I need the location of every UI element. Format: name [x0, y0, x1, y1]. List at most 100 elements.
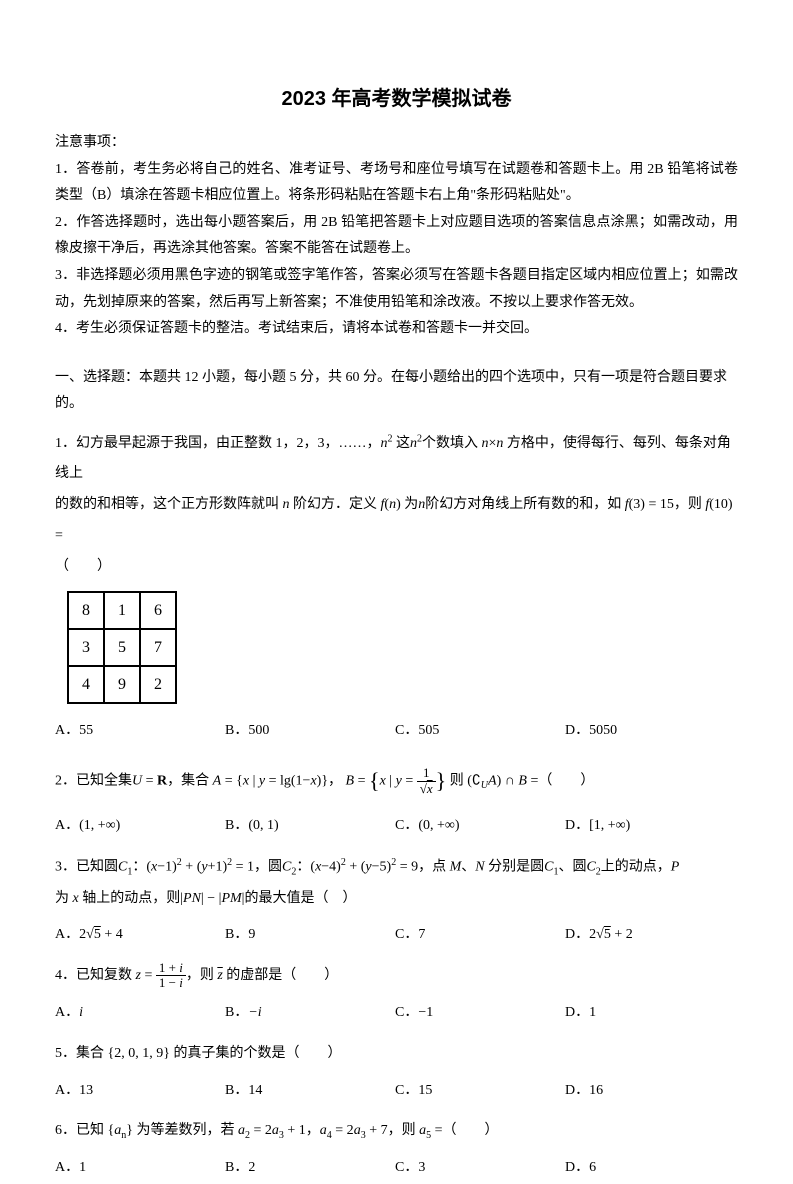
q1-opt-a-val: 55	[79, 723, 93, 738]
q3-opt-b: B．9	[225, 920, 395, 951]
cell: 6	[140, 592, 176, 629]
cell: 1	[104, 592, 140, 629]
notice-2: 2．作答选择题时，选出每小题答案后，用 2B 铅笔把答题卡上对应题目选项的答案信…	[55, 210, 738, 263]
q1-text-g: 为	[401, 497, 419, 512]
q4-text-c: 的虚部是（ ）	[223, 968, 339, 983]
q6-opt-d: D．6	[565, 1153, 735, 1184]
q4-text-a: 4．已知复数	[55, 968, 136, 983]
q5-opt-b: B．14	[225, 1076, 395, 1107]
question-3: 3．已知圆C1：(x−1)2 + (y+1)2 = 1，圆C2：(x−4)2 +…	[55, 852, 738, 951]
q2-text-e: =（ ）	[527, 773, 594, 788]
page-title: 2023 年高考数学模拟试卷	[55, 80, 738, 118]
q4-opt-c-val: −1	[418, 1005, 433, 1020]
q1-paren: （ ）	[55, 552, 738, 583]
question-2: 2．已知全集U = R，集合 A = {x | y = lg(1−x)}， B …	[55, 757, 738, 842]
q5-opt-d: D．16	[565, 1076, 735, 1107]
q2-opt-b-val: (0, 1)	[248, 818, 278, 833]
q5-options: A．13 B．14 C．15 D．16	[55, 1076, 738, 1107]
q4-options: A．i B．−i C．−1 D．1	[55, 998, 738, 1029]
q3-text-i: 上的动点，	[601, 860, 671, 875]
cell: 3	[68, 629, 104, 666]
q6-text-a: 6．已知	[55, 1123, 108, 1138]
q5-opt-a: A．13	[55, 1076, 225, 1107]
q6-opt-c-val: 3	[418, 1160, 425, 1175]
cell: 5	[104, 629, 140, 666]
q2-text-c: ，	[328, 773, 342, 788]
q1-text-b: 这	[393, 436, 411, 451]
q3-opt-d: D．2√5 + 2	[565, 920, 735, 951]
q3-options: A．2√5 + 4 B．9 C．7 D．2√5 + 2	[55, 920, 738, 951]
q6-options: A．1 B．2 C．3 D．6	[55, 1153, 738, 1184]
q5-text: 5．集合 {2, 0, 1, 9} 的真子集的个数是（ ）	[55, 1046, 341, 1061]
notice-4: 4．考生必须保证答题卡的整洁。考试结束后，请将本试卷和答题卡一并交回。	[55, 316, 738, 343]
q1-opt-c: C．505	[395, 716, 565, 747]
q3-text-f: 、	[461, 860, 475, 875]
q3-text-j: 为	[55, 891, 73, 906]
q2-text-b: ，集合	[167, 773, 213, 788]
q3-opt-c-val: 7	[418, 927, 425, 942]
q4-opt-d-val: 1	[589, 1005, 596, 1020]
q1-text-h: 阶幻方对角线上所有数的和，如	[425, 497, 625, 512]
q2-opt-c: C．(0, +∞)	[395, 811, 565, 842]
q2-opt-c-val: (0, +∞)	[418, 818, 459, 833]
q2-opt-b: B．(0, 1)	[225, 811, 395, 842]
q1-text-i: ，则	[674, 497, 706, 512]
q6-text-c: ，	[306, 1123, 320, 1138]
question-6: 6．已知 {an} 为等差数列，若 a2 = 2a3 + 1，a4 = 2a3 …	[55, 1116, 738, 1184]
q3-text-b: ：	[132, 860, 146, 875]
q4-opt-d: D．1	[565, 998, 735, 1029]
q1-opt-d: D．5050	[565, 716, 735, 747]
q3-opt-c: C．7	[395, 920, 565, 951]
q1-opt-a: A．55	[55, 716, 225, 747]
q5-opt-d-val: 16	[589, 1083, 603, 1098]
q6-opt-b: B．2	[225, 1153, 395, 1184]
q1-opt-b: B．500	[225, 716, 395, 747]
q2-text-d: 则	[446, 773, 467, 788]
q6-text-e: =（ ）	[431, 1123, 498, 1138]
q3-text-h: 、圆	[558, 860, 586, 875]
question-5: 5．集合 {2, 0, 1, 9} 的真子集的个数是（ ） A．13 B．14 …	[55, 1039, 738, 1107]
q3-text-l: 的最大值是（ ）	[244, 891, 356, 906]
q1-opt-d-val: 5050	[589, 723, 617, 738]
q5-opt-b-val: 14	[248, 1083, 262, 1098]
q3-opt-a: A．2√5 + 4	[55, 920, 225, 951]
q6-opt-b-val: 2	[248, 1160, 255, 1175]
q3-text-c: ，圆	[254, 860, 282, 875]
q6-opt-a: A．1	[55, 1153, 225, 1184]
q4-text-b: ，则	[186, 968, 218, 983]
q6-opt-a-val: 1	[79, 1160, 86, 1175]
q4-opt-a: A．i	[55, 998, 225, 1029]
question-4: 4．已知复数 z = 1 + i1 − i，则 z 的虚部是（ ） A．i B．…	[55, 961, 738, 1029]
q6-text-b: 为等差数列，若	[133, 1123, 238, 1138]
section-1-header: 一、选择题：本题共 12 小题，每小题 5 分，共 60 分。在每小题给出的四个…	[55, 365, 738, 418]
cell: 7	[140, 629, 176, 666]
q3-text-e: ，点	[418, 860, 450, 875]
notice-1: 1．答卷前，考生务必将自己的姓名、准考证号、考场号和座位号填写在试题卷和答题卡上…	[55, 157, 738, 210]
q4-opt-c: C．−1	[395, 998, 565, 1029]
q6-opt-c: C．3	[395, 1153, 565, 1184]
q2-opt-a-val: (1, +∞)	[79, 818, 120, 833]
q3-text-g: 分别是圆	[485, 860, 545, 875]
q1-text-j: =	[55, 528, 63, 543]
magic-square-table: 816 357 492	[67, 591, 177, 705]
q1-text-c: 个数填入	[422, 436, 482, 451]
q2-opt-a: A．(1, +∞)	[55, 811, 225, 842]
q2-opt-d-val: [1, +∞)	[589, 818, 630, 833]
q1-text-e: 的数的和相等，这个正方形数阵就叫	[55, 497, 283, 512]
q5-opt-c: C．15	[395, 1076, 565, 1107]
q1-options: A．55 B．500 C．505 D．5050	[55, 716, 738, 747]
q2-opt-d: D．[1, +∞)	[565, 811, 735, 842]
q3-opt-b-val: 9	[248, 927, 255, 942]
cell: 8	[68, 592, 104, 629]
q3-text-d: ：	[296, 860, 310, 875]
q1-opt-c-val: 505	[418, 723, 439, 738]
cell: 2	[140, 666, 176, 703]
q5-opt-a-val: 13	[79, 1083, 93, 1098]
q1-text-f: 阶幻方．定义	[290, 497, 381, 512]
notice-3: 3．非选择题必须用黑色字迹的钢笔或签字笔作答，答案必须写在答题卡各题目指定区域内…	[55, 263, 738, 316]
q1-text-a: 1．幻方最早起源于我国，由正整数 1，2，3，……，	[55, 436, 381, 451]
cell: 4	[68, 666, 104, 703]
question-1: 1．幻方最早起源于我国，由正整数 1，2，3，……，n2 这n2个数填入 n×n…	[55, 428, 738, 747]
q4-opt-a-val: i	[79, 1005, 83, 1020]
cell: 9	[104, 666, 140, 703]
